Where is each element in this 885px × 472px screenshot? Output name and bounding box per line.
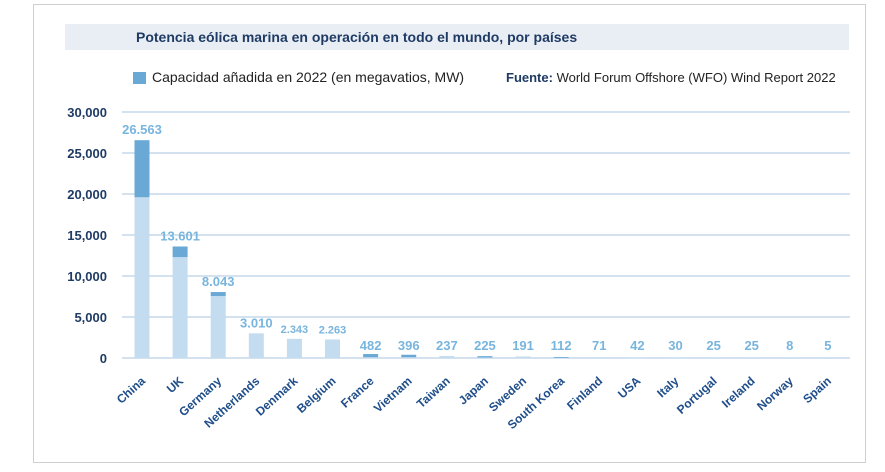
x-tick-label: Vietnam: [371, 374, 415, 415]
data-label: 2.263: [319, 324, 347, 336]
data-label: 482: [360, 338, 382, 353]
y-tick-label: 15,000: [67, 228, 107, 243]
data-label: 30: [668, 338, 682, 353]
bar-previous: [401, 357, 417, 358]
bar-added-2022: [553, 357, 569, 358]
bar-previous: [210, 296, 226, 358]
source-label: Fuente:: [506, 70, 553, 85]
data-label: 112: [551, 338, 572, 353]
x-tick-label: Italy: [654, 374, 681, 401]
chart-frame: [33, 4, 866, 463]
x-tick-label: Finland: [564, 374, 605, 413]
x-tick-label: China: [114, 374, 148, 407]
bar-previous: [363, 357, 379, 358]
bar-previous: [286, 338, 302, 358]
bar-previous: [477, 357, 493, 359]
legend-swatch: [133, 72, 146, 84]
bar-previous: [629, 357, 645, 359]
bar-previous: [515, 356, 531, 358]
x-tick-label: UK: [164, 374, 186, 396]
title-bar: [65, 24, 849, 50]
bar-previous: [553, 357, 569, 359]
bar-added-2022: [134, 140, 150, 198]
data-label: 225: [474, 338, 496, 353]
bar-added-2022: [172, 246, 188, 258]
y-tick-label: 0: [100, 351, 107, 366]
y-tick-label: 25,000: [67, 146, 107, 161]
data-label: 26.563: [122, 122, 162, 137]
bar-added-2022: [401, 354, 417, 358]
x-tick-label: Spain: [800, 374, 834, 406]
bar-previous: [172, 257, 188, 358]
source-text: World Forum Offshore (WFO) Wind Report 2…: [556, 70, 836, 85]
bar-previous: [706, 357, 722, 359]
x-tick-label: Taiwan: [414, 374, 453, 411]
bar-added-2022: [477, 356, 493, 358]
data-label: 8: [786, 338, 793, 353]
y-tick-label: 30,000: [67, 105, 107, 120]
data-label: 3.010: [240, 315, 273, 330]
bar-previous: [591, 357, 607, 359]
bar-previous: [820, 357, 836, 359]
bar-previous: [134, 197, 150, 358]
x-tick-label: Portugal: [674, 374, 720, 417]
x-tick-label: Ireland: [719, 374, 758, 411]
data-label: 191: [512, 338, 534, 353]
data-label: 25: [706, 338, 720, 353]
bar-previous: [744, 357, 760, 359]
y-tick-label: 20,000: [67, 187, 107, 202]
legend-label: Capacidad añadida en 2022 (en megavatios…: [152, 69, 465, 85]
data-label: 396: [398, 338, 420, 353]
data-label: 42: [630, 338, 644, 353]
data-label: 25: [744, 338, 758, 353]
data-label: 2.343: [281, 324, 309, 336]
x-tick-label: Norway: [754, 374, 796, 414]
data-label: 237: [436, 338, 458, 353]
bar-added-2022: [210, 292, 226, 297]
y-tick-label: 10,000: [67, 269, 107, 284]
bar-added-2022: [363, 354, 379, 358]
data-label: 13.601: [160, 228, 200, 243]
data-label: 71: [592, 338, 606, 353]
x-tick-label: Japan: [456, 374, 491, 408]
data-label: 8.043: [202, 274, 235, 289]
x-tick-label: USA: [615, 374, 643, 402]
bar-previous: [325, 339, 341, 358]
bar-previous: [439, 356, 455, 358]
bar-previous: [782, 357, 798, 359]
bar-previous: [667, 357, 683, 359]
x-tick-label: Belgium: [294, 374, 339, 416]
y-tick-label: 5,000: [74, 310, 107, 325]
bar-previous: [248, 333, 264, 358]
x-tick-label: Denmark: [253, 374, 301, 419]
data-label: 5: [824, 338, 831, 353]
chart-title: Potencia eólica marina en operación en t…: [136, 29, 578, 45]
source-note: Fuente: World Forum Offshore (WFO) Wind …: [506, 70, 836, 85]
